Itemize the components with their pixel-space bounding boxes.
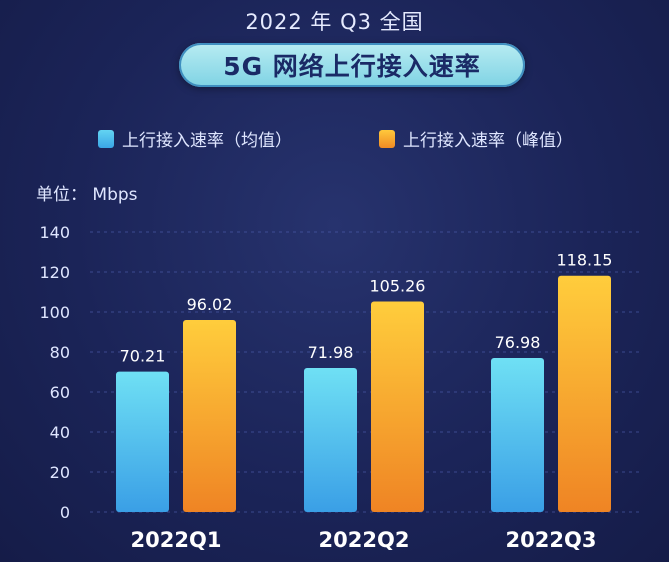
legend-item-average: 上行接入速率（均值） (98, 126, 292, 151)
bar-peak (183, 319, 236, 512)
y-tick-label: 60 (50, 383, 70, 402)
bar-peak (371, 301, 424, 512)
y-tick-label: 100 (39, 303, 70, 322)
y-tick-label: 120 (39, 263, 70, 282)
data-label: 118.15 (557, 251, 613, 270)
chart-title: 5G 网络上行接入速率 (223, 52, 481, 81)
bar-average (116, 371, 169, 512)
y-tick-label: 140 (39, 223, 70, 242)
legend-item-peak: 上行接入速率（峰值） (379, 126, 573, 151)
legend-swatch-peak (379, 129, 395, 148)
data-label: 76.98 (495, 333, 541, 352)
data-label: 96.02 (187, 295, 233, 314)
y-tick-label: 20 (50, 463, 70, 482)
bar-average (491, 358, 544, 512)
data-label: 71.98 (308, 343, 354, 362)
chart-title-pill: 5G 网络上行接入速率 (179, 43, 525, 87)
legend-swatch-average (98, 129, 114, 148)
bar-peak (558, 275, 611, 512)
x-category-label: 2022Q2 (319, 528, 410, 552)
y-tick-label: 0 (60, 503, 70, 522)
legend-label-peak: 上行接入速率（峰值） (403, 131, 573, 151)
chart-subtitle: 2022 年 Q3 全国 (245, 10, 424, 34)
y-tick-label: 80 (50, 343, 70, 362)
x-category-label: 2022Q1 (131, 528, 222, 552)
x-category-label: 2022Q3 (506, 528, 597, 552)
legend-label-average: 上行接入速率（均值） (122, 131, 292, 151)
data-label: 70.21 (120, 347, 166, 366)
unit-label: 单位： Mbps (36, 185, 138, 205)
y-tick-label: 40 (50, 423, 70, 442)
bar-average (304, 368, 357, 512)
data-label: 105.26 (370, 276, 426, 295)
